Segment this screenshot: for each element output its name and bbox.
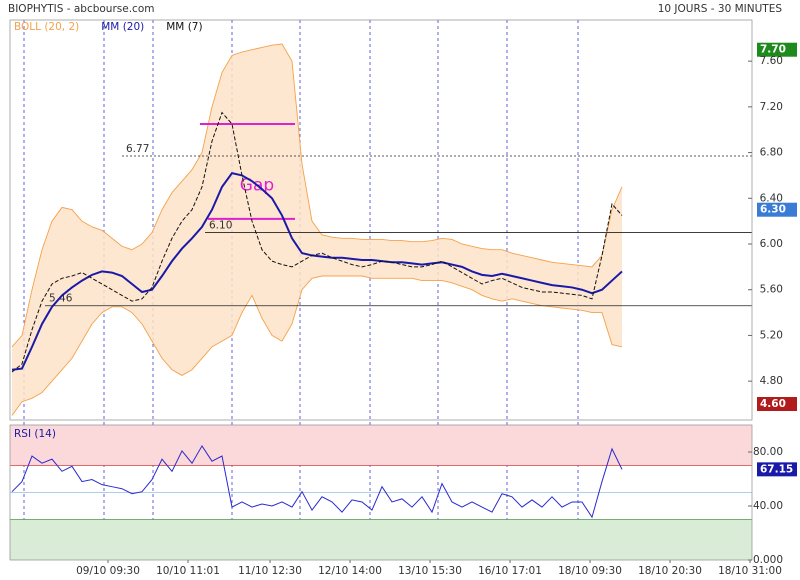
legend-entry: BOLL (20, 2) [14,21,79,33]
level-label: 6.77 [126,143,149,155]
price-tag-label: 7.70 [760,44,786,56]
x-tick-label: 18/10 09:30 [558,565,622,577]
x-tick-label: 10/10 11:01 [156,565,220,577]
y-tick-label: 4.80 [760,375,783,387]
overbought-zone [10,425,752,466]
y-tick-label: 7.60 [760,55,783,67]
moving-average [11,172,623,371]
moving-average [11,111,623,373]
x-tick-label: 11/10 12:30 [238,565,302,577]
chart-subtitle: 10 JOURS - 30 MINUTES [658,3,783,15]
price-tag [757,397,797,411]
chart-title: BIOPHYTIS - abcbourse.com [8,3,154,15]
price-tag [757,42,797,57]
x-tick-label: 16/10 17:01 [478,565,542,577]
price-tag-label: 6.30 [760,204,786,216]
band-line [11,43,623,348]
band-line [11,275,623,416]
y-tick-label: 6.40 [760,192,783,204]
oversold-zone [10,519,752,560]
x-tick-label: 18/10 31:00 [718,565,782,577]
last-value-tag [757,462,797,477]
y-tick-label: 5.60 [760,284,783,296]
y-tick-label: 5.20 [760,329,783,341]
y-tick-label: 6.80 [760,147,783,159]
level-label: 6.10 [209,220,232,232]
level-label: 5.46 [49,293,73,305]
x-tick-label: 09/10 09:30 [76,565,140,577]
panel-frame [9,424,753,561]
x-tick-label: 13/10 15:30 [398,565,462,577]
rsi-line [11,444,623,519]
y-tick-label: 6.00 [760,238,783,250]
band-fill [12,44,622,416]
legend-entry: MM (20) [101,21,144,33]
y-tick-label: 7.20 [760,101,783,113]
legend-entry: MM (7) [166,21,202,33]
x-tick-label: 12/10 14:00 [318,565,382,577]
price-tag-label: 4.60 [760,398,786,410]
panel-title: RSI (14) [14,428,56,440]
price-tag [757,202,797,217]
y-tick-label: 80.00 [753,446,783,458]
y-tick-label: 0.000 [753,554,783,566]
last-value-label: 67.15 [760,463,793,475]
x-tick-label: 18/10 20:30 [638,565,702,577]
panel-frame [9,19,753,421]
y-tick-label: 40.00 [753,500,783,512]
